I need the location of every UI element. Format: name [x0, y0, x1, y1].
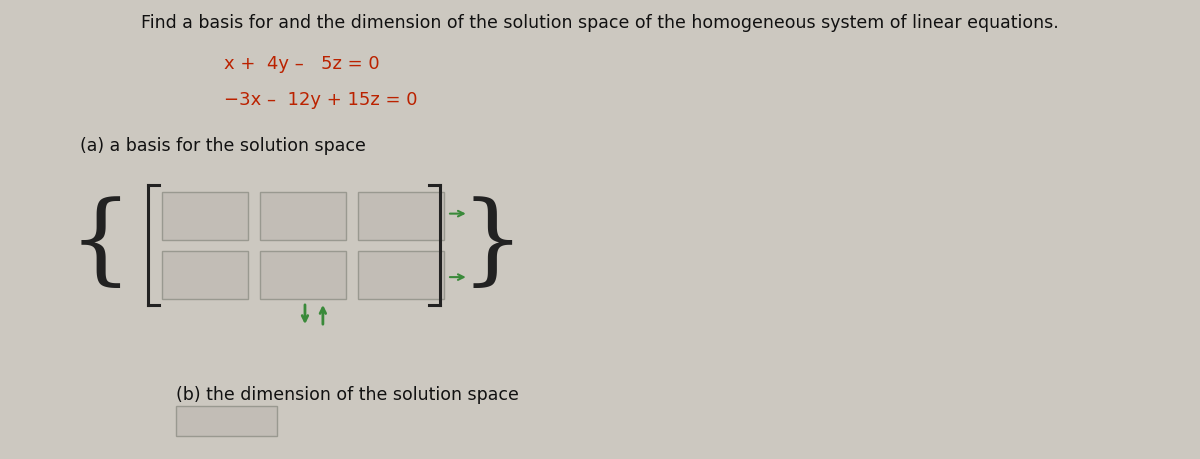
Text: (b) the dimension of the solution space: (b) the dimension of the solution space — [176, 386, 518, 404]
FancyBboxPatch shape — [162, 192, 247, 240]
Text: }: } — [461, 197, 524, 293]
Text: −3x –  12y + 15z = 0: −3x – 12y + 15z = 0 — [223, 91, 418, 109]
FancyBboxPatch shape — [259, 192, 346, 240]
FancyBboxPatch shape — [259, 251, 346, 299]
Text: Find a basis for and the dimension of the solution space of the homogeneous syst: Find a basis for and the dimension of th… — [142, 14, 1058, 32]
FancyBboxPatch shape — [358, 192, 444, 240]
FancyBboxPatch shape — [176, 406, 277, 436]
Text: x +  4y –   5z = 0: x + 4y – 5z = 0 — [223, 55, 379, 73]
Text: (a) a basis for the solution space: (a) a basis for the solution space — [80, 137, 366, 155]
FancyBboxPatch shape — [162, 251, 247, 299]
Text: {: { — [68, 197, 132, 293]
FancyBboxPatch shape — [358, 251, 444, 299]
